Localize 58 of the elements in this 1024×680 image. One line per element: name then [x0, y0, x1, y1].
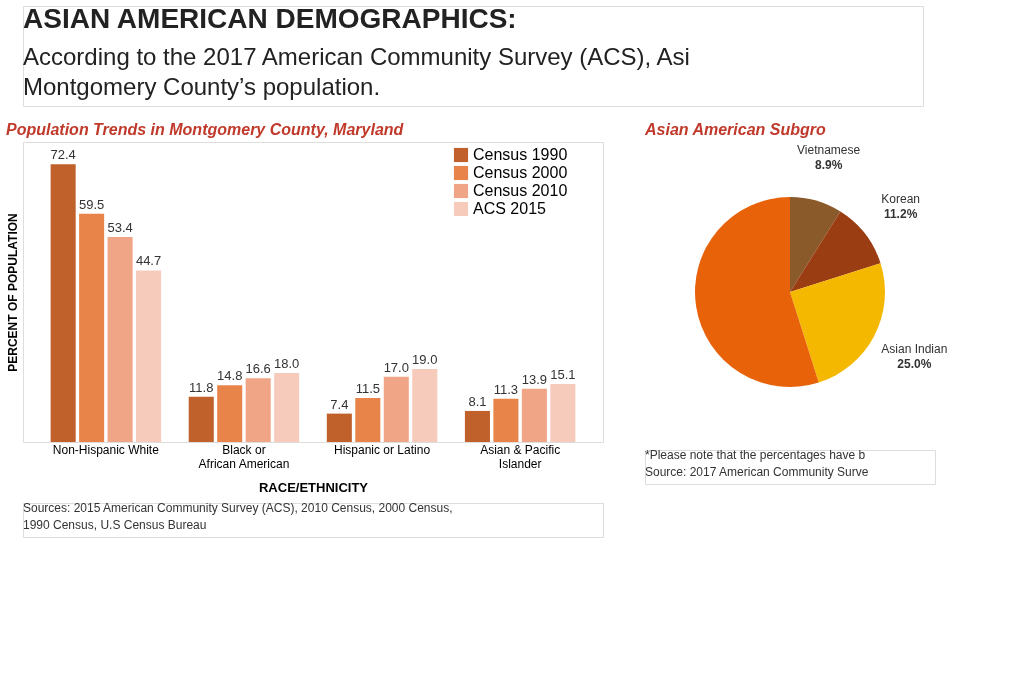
slice-label: Korean: [881, 192, 920, 207]
legend-label: ACS 2015: [473, 200, 547, 217]
chart-title: Asian American Subgro: [644, 121, 827, 138]
legend-label: Census 2000: [473, 164, 568, 181]
data-label: 19.0: [412, 352, 438, 368]
data-label: 17.0: [383, 359, 409, 375]
bar: [550, 384, 576, 442]
pie-slice: [790, 211, 881, 292]
slice-label: Asian Indian: [881, 342, 948, 357]
bar: [412, 369, 438, 442]
x-tick-label: Black or African American: [198, 442, 290, 471]
data-label: 16.6: [245, 361, 271, 377]
data-label: 72.4: [50, 147, 76, 163]
data-label: 25.0%: [897, 357, 932, 372]
y-axis-title: PERCENT OF POPULATION: [5, 213, 20, 372]
x-tick-label: Hispanic or Latino: [334, 442, 431, 457]
data-label: 59.5: [78, 196, 105, 212]
slice-label: Vietnamese: [797, 143, 861, 158]
bar: [464, 410, 490, 442]
data-label: 11.8: [189, 379, 214, 395]
bar: [521, 388, 547, 442]
data-label: 7.4: [330, 396, 349, 412]
legend-label: Census 1990: [473, 146, 568, 163]
data-label: 15.1: [550, 367, 576, 383]
source-note: Sources: 2015 American Community Survey (ACS), 2010 Census, 2000 Census, 1990 Census, U.S Census Bureau: [23, 501, 453, 532]
bar: [136, 270, 162, 442]
bar: [326, 413, 352, 442]
text: According to the 2017 American Community Survey (ACS), Asi Montgomery County’s population.: [23, 43, 690, 100]
x-tick-label: Non-Hispanic White: [52, 442, 160, 457]
bar: [79, 213, 105, 442]
bar: [188, 396, 214, 442]
bar: [383, 376, 409, 442]
data-label: 11.3: [493, 381, 519, 397]
pie-slice: [695, 197, 819, 387]
pie-slice: [790, 197, 841, 292]
data-label: 8.1: [468, 393, 487, 409]
data-label: 44.7: [135, 253, 162, 269]
legend-label: Census 2010: [473, 182, 568, 199]
source-note: Source: 2017 American Community Surve: [645, 465, 869, 479]
bar: [217, 385, 243, 442]
x-tick-label: Asian & Pacific Islander: [480, 442, 561, 471]
chart-title: Population Trends in Montgomery County, Maryland: [6, 121, 405, 138]
bar: [107, 237, 133, 442]
bar: [493, 398, 519, 442]
bar: [355, 397, 381, 442]
bar: [274, 372, 300, 442]
text: *Please note that the percentages have b: [645, 448, 866, 462]
data-label: 11.2%: [883, 207, 918, 222]
x-axis-title: RACE/ETHNICITY: [258, 479, 369, 495]
text: ASIAN AMERICAN DEMOGRAPHICS:: [23, 3, 517, 34]
bar: [245, 378, 271, 442]
data-label: 13.9: [521, 371, 548, 387]
data-label: 11.5: [355, 380, 380, 396]
data-label: 53.4: [107, 220, 133, 236]
bar: [50, 164, 76, 442]
data-label: 18.0: [274, 355, 300, 371]
data-label: 14.8: [217, 368, 243, 384]
data-label: 8.9%: [814, 158, 843, 173]
